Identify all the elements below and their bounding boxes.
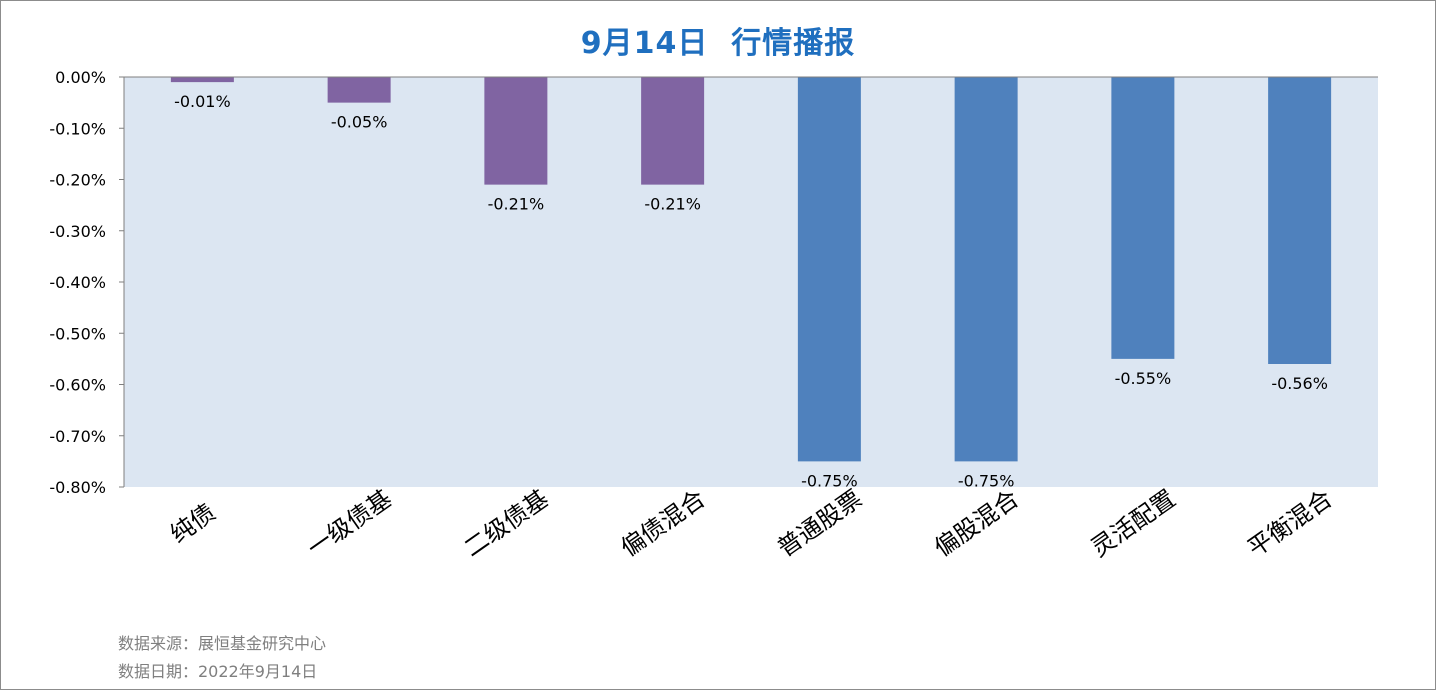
data-label: -0.56% [1271,374,1328,393]
y-tick-label: -0.80% [49,478,106,497]
bar-2 [327,77,391,103]
data-label: -0.21% [644,195,701,214]
x-tick-label: 灵活配置 [1086,484,1181,562]
bar-4 [641,77,705,185]
data-label: -0.55% [1115,369,1172,388]
y-tick-label: -0.70% [49,427,106,446]
x-tick-label: 二级债基 [459,484,554,562]
y-axis: 0.00% -0.10% -0.20% -0.30% -0.40% -0.50% -0.60… [49,68,125,497]
x-tick-label: 普通股票 [772,484,867,562]
x-tick-label: 偏债混合 [616,484,711,562]
data-date-note: 数据日期：2022年9月14日 [118,662,318,681]
data-label: -0.75% [958,471,1015,490]
y-tick-label: -0.30% [49,222,106,241]
plot-area [124,77,1378,487]
bar-1 [170,77,234,83]
chart-title: 9月14日 行情播报 [580,26,856,61]
data-label: -0.05% [331,113,388,132]
y-tick-label: -0.10% [49,119,106,138]
data-source-note: 数据来源：展恒基金研究中心 [118,634,327,653]
data-label: -0.75% [801,471,858,490]
bar-3 [484,77,548,185]
x-tick-label: 一级债基 [302,484,397,562]
y-tick-label: -0.20% [49,171,106,190]
y-tick-label: -0.50% [49,324,106,343]
y-tick-label: -0.40% [49,273,106,292]
x-tick-label: 纯债 [165,498,220,548]
bar-7 [1111,77,1175,359]
data-labels: -0.01% -0.05% -0.21% -0.21% -0.75% -0.75% -0.5… [174,92,1328,490]
data-label: -0.21% [488,195,545,214]
bar-5 [797,77,861,462]
data-label: -0.01% [174,92,231,111]
y-tick-label: -0.60% [49,376,106,395]
x-tick-label: 偏股混合 [929,484,1024,562]
y-tick-label: 0.00% [55,68,106,87]
bar-8 [1268,77,1332,364]
x-tick-label: 平衡混合 [1243,484,1338,562]
bar-6 [954,77,1018,462]
bars-group [170,77,1332,462]
